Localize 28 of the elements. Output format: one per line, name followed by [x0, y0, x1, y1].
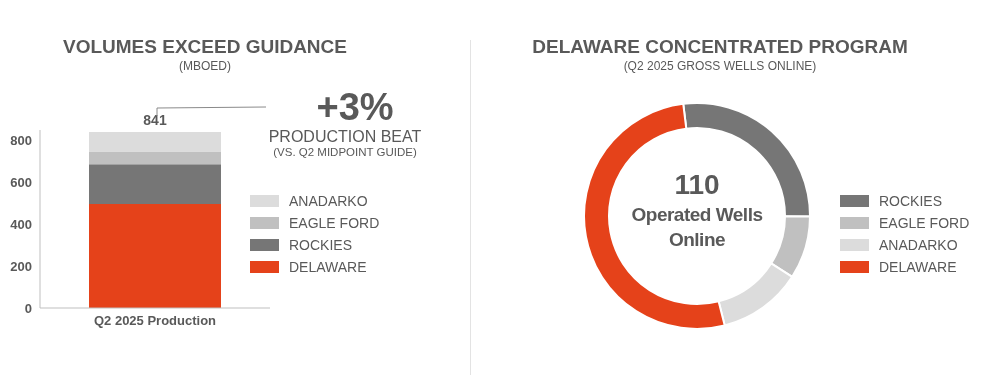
chart-subtitle: (MBOED): [178, 59, 232, 73]
text: 110: [673, 168, 721, 202]
text: +3%: [315, 86, 395, 128]
y-tick-label: 400: [10, 216, 32, 232]
legend-label: DELAWARE: [879, 259, 957, 275]
legend-label: EAGLE FORD: [879, 215, 970, 231]
legend-label: DELAWARE: [289, 259, 367, 275]
x-tick-label: Q2 2025 Production: [93, 313, 217, 329]
bar: [89, 131, 221, 152]
chart-subtitle: (Q2 2025 GROSS WELLS ONLINE): [622, 59, 818, 73]
y-tick-label: 800: [10, 133, 32, 149]
legend-label: ROCKIES: [289, 237, 353, 253]
legend-label: EAGLE FORD: [289, 215, 380, 231]
bar: [89, 203, 221, 308]
y-tick-label: 0: [24, 300, 32, 316]
y-tick-label: 600: [10, 174, 32, 190]
text: (VS. Q2 MIDPOINT GUIDE): [272, 146, 418, 158]
chart-title: DELAWARE CONCENTRATED PROGRAM: [531, 36, 909, 58]
text: PRODUCTION BEAT: [267, 128, 423, 146]
legend-label: ANADARKO: [289, 193, 368, 209]
text: Operated Wells Online: [630, 203, 764, 252]
legend-label: ROCKIES: [879, 193, 943, 209]
bar: [89, 164, 221, 204]
total-label: 841: [143, 111, 167, 128]
y-tick-label: 200: [10, 258, 32, 274]
chart-title: VOLUMES EXCEED GUIDANCE: [62, 36, 348, 58]
legend-label: ANADARKO: [879, 237, 958, 253]
bar: [89, 151, 221, 165]
